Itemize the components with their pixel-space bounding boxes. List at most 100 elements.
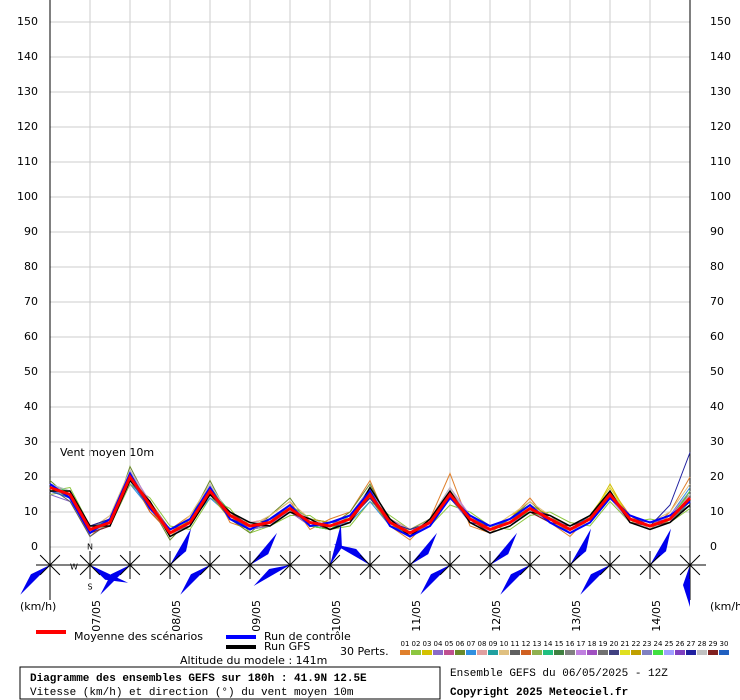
y-tick-label-right: 40 — [710, 400, 724, 413]
compass-star — [159, 554, 181, 576]
y-tick-label: 10 — [24, 505, 38, 518]
y-tick-label-right: 0 — [710, 540, 717, 553]
y-tick-label: 150 — [17, 15, 38, 28]
compass-star — [439, 554, 461, 576]
legend-pert-label: 23 — [643, 640, 652, 648]
legend-pert-swatch — [664, 650, 674, 655]
legend-pert-swatch — [609, 650, 619, 655]
y-tick-label: 120 — [17, 120, 38, 133]
y-tick-label-right: 70 — [710, 295, 724, 308]
y-tick-label: 70 — [24, 295, 38, 308]
legend-pert-label: 17 — [577, 640, 586, 648]
footer-subtitle: Vitesse (km/h) et direction (°) du vent … — [30, 687, 354, 699]
wind-wedge — [170, 528, 191, 565]
legend-pert-label: 06 — [456, 640, 465, 648]
x-tick-label: 07/05 — [90, 600, 103, 632]
legend-label: Moyenne des scénarios — [74, 630, 203, 643]
legend-pert-swatch — [653, 650, 663, 655]
legend-pert-swatch — [719, 650, 729, 655]
x-tick-label: 08/05 — [170, 600, 183, 632]
y-tick-label-right: 130 — [710, 85, 731, 98]
legend-pert-swatch — [675, 650, 685, 655]
run-info: Ensemble GEFS du 06/05/2025 - 12Z — [450, 668, 668, 680]
y-tick-label: 130 — [17, 85, 38, 98]
y-tick-label: 50 — [24, 365, 38, 378]
legend-pert-swatch — [631, 650, 641, 655]
legend-pert-label: 13 — [533, 640, 542, 648]
x-tick-label: 14/05 — [650, 600, 663, 632]
legend-pert-swatch — [488, 650, 498, 655]
x-tick-label: 13/05 — [570, 600, 583, 632]
compass-star — [119, 554, 141, 576]
compass-star — [319, 554, 341, 576]
y-tick-label: 0 — [31, 540, 38, 553]
legend-pert-label: 30 — [720, 640, 729, 648]
legend-pert-label: 10 — [500, 640, 509, 648]
legend-pert-swatch — [620, 650, 630, 655]
compass-star — [359, 554, 381, 576]
legend-pert-label: 27 — [687, 640, 696, 648]
legend-pert-label: 16 — [566, 640, 575, 648]
legend-pert-swatch — [708, 650, 718, 655]
compass-star — [639, 554, 661, 576]
legend-pert-swatch — [433, 650, 443, 655]
legend-pert-swatch — [422, 650, 432, 655]
legend-pert-swatch — [411, 650, 421, 655]
altitude: Altitude du modele : 141m — [180, 654, 327, 667]
legend-pert-swatch — [455, 650, 465, 655]
y-tick-label-right: 110 — [710, 155, 731, 168]
y-tick-label-right: 90 — [710, 225, 724, 238]
y-tick-label-right: 60 — [710, 330, 724, 343]
legend-pert-swatch — [477, 650, 487, 655]
legend-pert-label: 09 — [489, 640, 498, 648]
compass-star — [79, 554, 101, 576]
wind-wedge — [570, 528, 591, 565]
wind-wedge — [650, 528, 671, 565]
legend-pert-swatch — [598, 650, 608, 655]
y-tick-label: 140 — [17, 50, 38, 63]
compass-star — [279, 554, 301, 576]
legend-pert-swatch — [521, 650, 531, 655]
compass-star — [239, 554, 261, 576]
legend-pert-swatch — [400, 650, 410, 655]
legend-pert-label: 14 — [544, 640, 553, 648]
copyright: Copyright 2025 Meteociel.fr — [450, 687, 628, 699]
legend-pert-label: 02 — [412, 640, 421, 648]
x-tick-label: 11/05 — [410, 600, 423, 632]
compass-star — [599, 554, 621, 576]
legend-pert-swatch — [565, 650, 575, 655]
compass-label: N — [87, 543, 93, 552]
legend-pert-swatch — [466, 650, 476, 655]
compass-star — [559, 554, 581, 576]
legend-pert-label: 12 — [522, 640, 531, 648]
legend-pert-label: 04 — [434, 640, 443, 648]
legend-pert-label: 25 — [665, 640, 674, 648]
legend-pert-swatch — [642, 650, 652, 655]
y-tick-label-right: 150 — [710, 15, 731, 28]
y-tick-label: 100 — [17, 190, 38, 203]
y-tick-label-right: 50 — [710, 365, 724, 378]
y-tick-label: 90 — [24, 225, 38, 238]
legend-pert-label: 26 — [676, 640, 685, 648]
legend-pert-swatch — [554, 650, 564, 655]
legend-pert-swatch — [543, 650, 553, 655]
wind-wedge — [490, 532, 517, 565]
compass-label: S — [87, 583, 92, 592]
x-tick-label: 12/05 — [490, 600, 503, 632]
wind-wedge — [683, 565, 690, 607]
y-tick-label: 110 — [17, 155, 38, 168]
legend-pert-swatch — [587, 650, 597, 655]
y-tick-label-right: 100 — [710, 190, 731, 203]
y-unit-right: (km/h) — [710, 600, 740, 613]
x-tick-label: 09/05 — [250, 600, 263, 632]
legend-pert-label: 05 — [445, 640, 454, 648]
legend-pert-label: 08 — [478, 640, 487, 648]
perts-label: 30 Perts. — [340, 645, 389, 658]
legend-pert-label: 03 — [423, 640, 432, 648]
legend-pert-swatch — [697, 650, 707, 655]
legend-pert-label: 22 — [632, 640, 641, 648]
wind-wedge — [333, 544, 370, 565]
legend-pert-label: 15 — [555, 640, 564, 648]
compass-label: W — [70, 563, 78, 572]
compass-star — [479, 554, 501, 576]
